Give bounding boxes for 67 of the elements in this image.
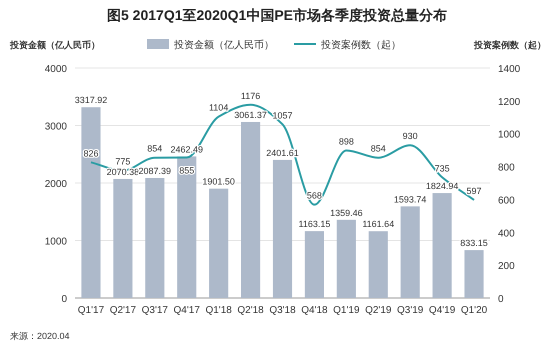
x-tick-label: Q3'17 — [142, 305, 168, 316]
y-tick-label: 4000 — [44, 64, 68, 75]
legend-label: 投资金额（亿人民币） — [173, 39, 274, 51]
data-label: 1901.50 — [202, 176, 235, 187]
data-label: 1057 — [272, 110, 293, 120]
data-label: 3317.92 — [74, 95, 108, 106]
x-tick-label: Q2'17 — [110, 305, 137, 316]
bar — [113, 178, 132, 298]
y2-tick-label: 200 — [498, 261, 516, 272]
bar — [81, 107, 101, 298]
bar — [336, 220, 356, 298]
x-tick-label: Q3'19 — [397, 305, 424, 316]
x-tick-label: Q4'19 — [428, 305, 456, 316]
x-tick-label: Q1'19 — [333, 305, 360, 316]
data-label: 3061.37 — [234, 110, 267, 120]
y2-tick-label: 400 — [498, 228, 516, 240]
bar — [145, 178, 164, 298]
bar — [177, 156, 196, 298]
bar — [304, 231, 324, 298]
chart-title: 图5 2017Q1至2020Q1中国PE市场各季度投资总量分布 — [107, 7, 447, 23]
bar — [464, 250, 484, 298]
data-label: 854 — [147, 144, 162, 154]
legend-label: 投资案例数（起） — [320, 39, 401, 51]
source-note: 来源：2020.04 — [10, 331, 70, 341]
y2-tick-label: 1000 — [498, 130, 521, 141]
data-label: 2070.38 — [106, 166, 140, 177]
x-tick-label: Q2'18 — [237, 305, 264, 316]
x-tick-label: Q1'18 — [205, 305, 232, 316]
bar — [241, 122, 260, 298]
y2-axis-title: 投资案例数（起） — [473, 40, 546, 50]
x-tick-label: Q2'19 — [365, 305, 392, 316]
data-label: 1163.15 — [298, 219, 330, 230]
x-tick-label: Q4'17 — [174, 305, 200, 316]
data-label: 1161.64 — [362, 219, 394, 230]
y-tick-label: 0 — [61, 294, 68, 305]
data-label: 1359.46 — [330, 208, 363, 218]
data-label: 735 — [434, 163, 450, 174]
y-tick-label: 1000 — [44, 236, 68, 248]
x-tick-label: Q4'18 — [301, 305, 328, 316]
data-label: 1593.74 — [394, 194, 426, 204]
bar — [209, 188, 228, 298]
y2-tick-label: 0 — [498, 294, 504, 305]
bar — [400, 206, 420, 298]
data-label: 775 — [115, 156, 130, 167]
bar — [272, 160, 292, 298]
x-tick-label: Q1'17 — [78, 305, 105, 316]
data-label: 854 — [370, 144, 386, 154]
data-label: 930 — [402, 131, 418, 142]
data-label: 1104 — [208, 102, 228, 113]
x-tick-label: Q3'18 — [269, 305, 296, 316]
data-label: 1176 — [240, 90, 260, 101]
y2-tick-label: 800 — [498, 162, 516, 174]
data-label: 826 — [83, 148, 98, 158]
y2-tick-label: 1200 — [498, 96, 521, 108]
x-tick-label: Q1'20 — [460, 305, 488, 316]
y-axis-title: 投资金额（亿人民币） — [9, 40, 100, 50]
bar — [368, 231, 388, 298]
data-label: 898 — [338, 136, 354, 146]
bar — [432, 193, 452, 298]
data-label: 597 — [466, 186, 482, 196]
y-tick-label: 2000 — [44, 179, 68, 190]
data-label: 2087.39 — [138, 166, 172, 176]
data-label: 833.15 — [460, 238, 488, 248]
y2-tick-label: 600 — [498, 195, 516, 206]
data-label: 855 — [179, 166, 194, 176]
y-tick-label: 3000 — [44, 122, 68, 132]
y2-tick-label: 1400 — [498, 64, 521, 75]
